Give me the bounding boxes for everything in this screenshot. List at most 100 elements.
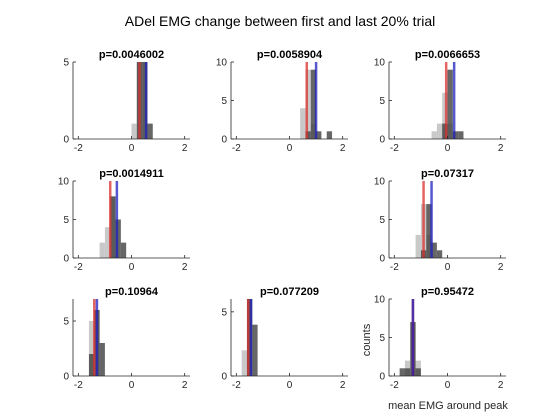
histogram-bar-last-2: [310, 69, 317, 139]
histogram-bar-last-1: [246, 299, 253, 376]
y-tick-label: 5: [379, 96, 385, 107]
x-tick-label: -2: [390, 262, 399, 273]
panels: 0 5 -2 0 2 p=0.0046002 0 5 10 -2 0 2 p=0.0058904 0 5 10…: [58, 49, 506, 391]
histogram-bar-last-3: [431, 242, 437, 258]
y-tick-label: 5: [63, 215, 69, 226]
histogram-bar-last-2: [404, 368, 411, 376]
y-tick-label: 0: [63, 254, 69, 265]
subplot-4: 0 5 10 -2 0 2 p=0.0014911: [58, 168, 190, 273]
y-tick-label: 5: [63, 58, 69, 69]
y-tick-label: 5: [63, 317, 69, 328]
y-tick-label: 0: [63, 135, 69, 146]
x-tick-label: 0: [129, 262, 135, 273]
histogram-bar-first-1: [431, 131, 437, 139]
figure-title: ADel EMG change between first and last 2…: [125, 13, 436, 29]
histogram-bar-last-3: [316, 131, 322, 139]
x-axis-label: mean EMG around peak: [388, 400, 508, 412]
histogram-bar-first-1: [88, 321, 95, 376]
subplot-9: 0 5 10 -2 0 2 p=0.95472: [374, 286, 506, 391]
subplot-1: 0 5 -2 0 2 p=0.0046002: [63, 49, 190, 154]
x-tick-label: -2: [74, 262, 83, 273]
x-tick-label: 0: [287, 380, 293, 391]
histogram-bar-first-1: [415, 234, 421, 258]
histogram-bar-last-2: [426, 204, 432, 258]
y-tick-label: 0: [63, 372, 69, 383]
y-tick-label: 10: [374, 58, 386, 69]
histogram-bar-last-1: [442, 123, 448, 139]
subplot-7: 0 5 -2 0 2 p=0.10964: [63, 286, 190, 391]
y-tick-label: 10: [216, 58, 228, 69]
histogram-bar-last-2: [142, 62, 148, 139]
histogram-bar-last-4: [458, 131, 464, 139]
x-tick-label: 0: [287, 143, 293, 154]
y-tick-label: 5: [221, 96, 227, 107]
histogram-bar-last-4: [436, 250, 443, 258]
y-tick-label: 10: [374, 177, 386, 188]
x-tick-label: -2: [390, 380, 399, 391]
histogram-bar-last-2: [115, 219, 121, 258]
histogram-bar-last-1: [88, 354, 95, 376]
x-tick-label: 2: [182, 380, 188, 391]
x-tick-label: -2: [232, 380, 241, 391]
x-tick-label: 2: [498, 143, 504, 154]
subplot-title: p=0.07317: [421, 168, 474, 180]
histogram-bar-last-3: [99, 343, 105, 376]
subplot-3: 0 5 10 -2 0 2 p=0.0066653: [374, 49, 506, 154]
subplot-title: p=0.0058904: [257, 49, 323, 61]
y-tick-label: 0: [379, 372, 385, 383]
subplot-6: 0 5 10 -2 0 2 p=0.07317: [374, 168, 506, 273]
histogram-bar-last-1: [110, 196, 116, 258]
subplot-2: 0 5 10 -2 0 2 p=0.0058904: [216, 49, 348, 154]
x-tick-label: 2: [340, 143, 346, 154]
histogram-bar-first-2: [436, 123, 443, 139]
histogram-bar-first-3: [442, 92, 448, 139]
y-tick-label: 5: [379, 333, 385, 344]
histogram-bar-last-4: [415, 368, 421, 376]
y-axis-label: counts: [361, 323, 373, 356]
histogram-bar-last-3: [452, 131, 459, 139]
subplot-title: p=0.0014911: [99, 168, 164, 180]
histogram-bar-first-1: [99, 242, 105, 258]
x-tick-label: -2: [74, 380, 83, 391]
subplot-title: p=0.95472: [421, 286, 474, 298]
y-tick-label: 0: [379, 135, 385, 146]
histogram-bar-first-1: [300, 108, 306, 139]
x-tick-label: 2: [340, 380, 346, 391]
x-tick-label: 0: [445, 143, 451, 154]
x-tick-label: -2: [390, 143, 399, 154]
x-tick-label: 2: [182, 262, 188, 273]
y-tick-label: 0: [379, 254, 385, 265]
histogram-bar-last-2: [447, 69, 453, 139]
x-tick-label: 0: [445, 262, 451, 273]
histogram-bar-last-1: [305, 131, 311, 139]
y-tick-label: 0: [221, 135, 227, 146]
histogram-bar-first-1: [131, 123, 137, 139]
histogram-bar-last-4: [326, 131, 333, 139]
subplot-8: 0 5 -2 0 2 p=0.077209: [221, 286, 348, 391]
y-tick-label: 5: [379, 215, 385, 226]
x-tick-label: 0: [129, 380, 135, 391]
y-tick-label: 0: [221, 372, 227, 383]
subplot-title: p=0.0066653: [415, 49, 480, 61]
x-tick-label: 2: [498, 262, 504, 273]
histogram-bar-last-2: [252, 324, 258, 376]
y-tick-label: 10: [374, 295, 386, 306]
subplot-title: p=0.10964: [105, 286, 159, 298]
histogram-bar-first-2: [104, 227, 111, 258]
subplot-title: p=0.0046002: [99, 49, 164, 61]
histogram-bar-last-3: [120, 242, 127, 258]
histogram-bar-first-2: [305, 69, 311, 139]
histogram-bar-last-1: [399, 368, 405, 376]
x-tick-label: -2: [232, 143, 241, 154]
subplot-title: p=0.077209: [260, 286, 319, 298]
x-tick-label: -2: [74, 143, 83, 154]
histogram-bar-first-1: [241, 350, 247, 376]
x-tick-label: 2: [498, 380, 504, 391]
histogram-bar-last-3: [147, 123, 153, 139]
x-tick-label: 2: [182, 143, 188, 154]
x-tick-label: 0: [129, 143, 135, 154]
y-tick-label: 5: [221, 307, 227, 318]
x-tick-label: 0: [445, 380, 451, 391]
